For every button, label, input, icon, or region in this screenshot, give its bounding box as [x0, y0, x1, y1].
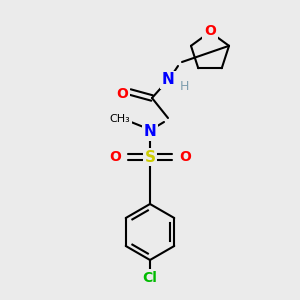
- Text: H: H: [179, 80, 189, 92]
- Text: N: N: [144, 124, 156, 140]
- Text: O: O: [109, 150, 121, 164]
- Text: O: O: [179, 150, 191, 164]
- Text: S: S: [145, 149, 155, 164]
- Text: O: O: [116, 87, 128, 101]
- Text: CH₃: CH₃: [110, 114, 130, 124]
- Text: N: N: [162, 73, 174, 88]
- Text: Cl: Cl: [142, 271, 158, 285]
- Text: O: O: [204, 24, 216, 38]
